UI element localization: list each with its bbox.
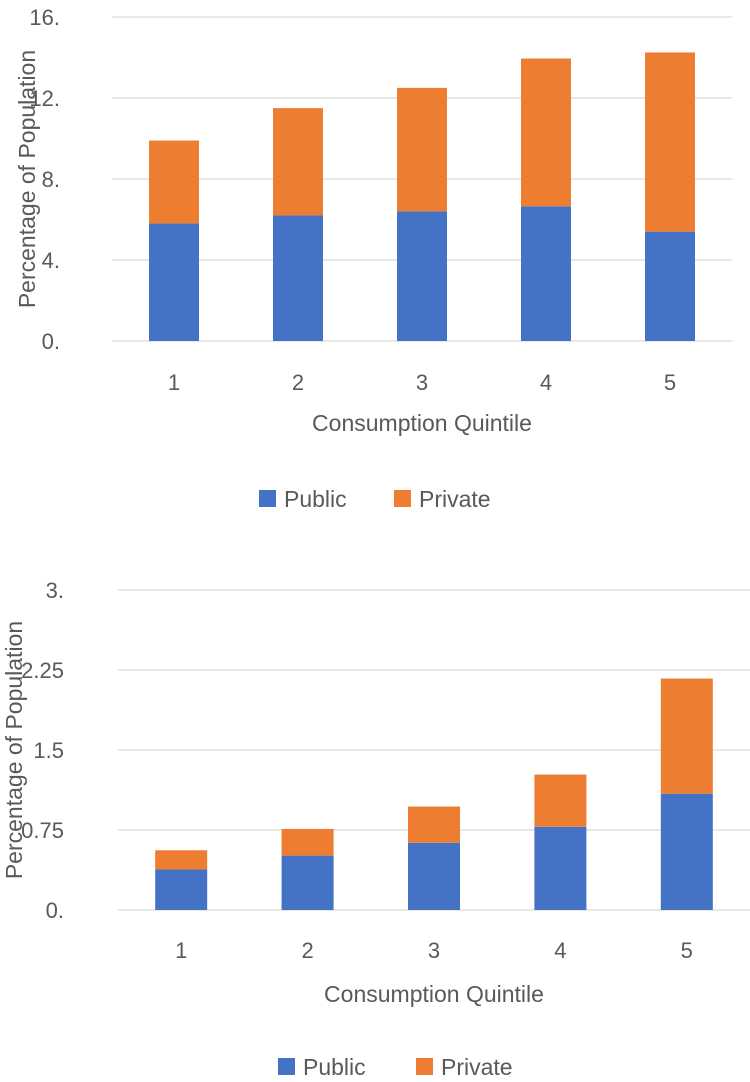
y-tick-label: 0.	[46, 898, 64, 923]
bar-public-q1	[155, 869, 208, 910]
bar-public-q4	[534, 826, 587, 910]
x-tick-label: 4	[554, 938, 566, 963]
legend-swatch-public	[259, 490, 276, 507]
bar-public-q3	[408, 842, 460, 910]
bar-private-q1	[149, 140, 199, 224]
x-axis-title: Consumption Quintile	[312, 410, 532, 436]
x-tick-label: 4	[540, 370, 552, 395]
x-tick-label: 1	[168, 370, 180, 395]
y-tick-label: 4.	[42, 248, 60, 273]
bar-public-q5	[645, 231, 695, 341]
y-axis-title: Percentage of Population	[14, 50, 40, 308]
x-tick-label: 3	[416, 370, 428, 395]
bar-public-q1	[149, 223, 199, 341]
x-tick-label: 5	[681, 938, 693, 963]
chart-top: 0. 4. 8. 12. 16. 1 2 3 4 5 Percentage of Populat…	[14, 5, 732, 512]
x-tick-labels: 1 2 3 4 5	[175, 938, 693, 963]
legend-label-private: Private	[419, 486, 491, 512]
y-tick-label: 1.5	[33, 738, 64, 763]
y-tick-label: 0.	[42, 329, 60, 354]
y-tick-labels: 0. 0.75 1.5 2.25 3.	[21, 578, 64, 923]
legend-swatch-public	[278, 1058, 295, 1075]
legend-label-private: Private	[441, 1054, 513, 1080]
x-tick-label: 3	[428, 938, 440, 963]
legend-label-public: Public	[303, 1054, 366, 1080]
bar-private-q3	[408, 806, 460, 843]
y-tick-label: 0.75	[21, 818, 64, 843]
bar-public-q2	[281, 855, 334, 910]
chart-bottom: 0. 0.75 1.5 2.25 3. 1 2 3 4 5 Percentage of Popu…	[1, 578, 750, 1080]
x-tick-label: 5	[664, 370, 676, 395]
legend: Public Private	[278, 1054, 513, 1080]
bar-private-q4	[521, 58, 571, 207]
y-tick-label: 16.	[29, 5, 60, 30]
y-tick-label: 2.25	[21, 658, 64, 683]
y-axis-title: Percentage of Population	[1, 621, 27, 879]
bar-private-q5	[660, 678, 713, 794]
bar-private-q2	[273, 108, 323, 216]
legend-swatch-private	[416, 1058, 433, 1075]
bar-private-q3	[397, 87, 447, 212]
bar-public-q3	[397, 211, 447, 341]
y-tick-label: 12.	[29, 86, 60, 111]
y-tick-labels: 0. 4. 8. 12. 16.	[29, 5, 60, 354]
bars	[155, 678, 713, 910]
bar-private-q5	[645, 52, 695, 232]
bar-public-q4	[521, 206, 571, 341]
legend-swatch-private	[394, 490, 411, 507]
bar-private-q4	[534, 774, 587, 827]
x-tick-label: 2	[292, 370, 304, 395]
legend: Public Private	[259, 486, 491, 512]
y-tick-label: 8.	[42, 167, 60, 192]
bar-private-q2	[281, 828, 334, 856]
bar-private-q1	[155, 850, 208, 870]
x-tick-label: 1	[175, 938, 187, 963]
x-axis-title: Consumption Quintile	[324, 981, 544, 1007]
bar-public-q2	[273, 215, 323, 341]
legend-label-public: Public	[284, 486, 347, 512]
x-tick-label: 2	[301, 938, 313, 963]
x-tick-labels: 1 2 3 4 5	[168, 370, 676, 395]
bar-public-q5	[660, 793, 713, 910]
bars	[149, 52, 695, 341]
y-tick-label: 3.	[46, 578, 64, 603]
